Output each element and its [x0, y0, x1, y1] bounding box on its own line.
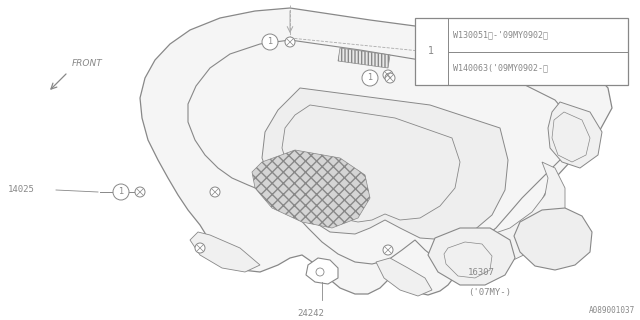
Polygon shape: [376, 258, 432, 296]
Polygon shape: [338, 48, 390, 68]
Circle shape: [383, 245, 393, 255]
Polygon shape: [252, 150, 370, 228]
Circle shape: [135, 187, 145, 197]
Circle shape: [262, 34, 278, 50]
Text: 24242: 24242: [297, 309, 324, 318]
Circle shape: [210, 187, 220, 197]
Polygon shape: [460, 162, 565, 268]
Polygon shape: [262, 88, 508, 240]
Text: W130051（-'09MY0902）: W130051（-'09MY0902）: [453, 30, 548, 39]
Circle shape: [383, 70, 393, 80]
Polygon shape: [428, 228, 515, 285]
Text: 1: 1: [367, 74, 372, 83]
FancyBboxPatch shape: [415, 18, 628, 85]
Polygon shape: [190, 232, 260, 272]
Polygon shape: [514, 208, 592, 270]
Text: 14025: 14025: [8, 186, 35, 195]
Text: A089001037: A089001037: [589, 306, 635, 315]
Text: ('07MY-): ('07MY-): [468, 288, 511, 297]
Circle shape: [362, 70, 378, 86]
Polygon shape: [140, 8, 612, 295]
Circle shape: [385, 73, 395, 83]
Circle shape: [113, 184, 129, 200]
Circle shape: [316, 268, 324, 276]
Text: W140063('09MY0902-）: W140063('09MY0902-）: [453, 64, 548, 73]
Text: 1: 1: [118, 188, 124, 196]
Text: 16307: 16307: [468, 268, 495, 277]
Text: 1: 1: [268, 37, 273, 46]
Text: FRONT: FRONT: [72, 59, 103, 68]
Circle shape: [285, 37, 295, 47]
Circle shape: [195, 243, 205, 253]
Circle shape: [422, 42, 442, 61]
Polygon shape: [548, 102, 602, 168]
Polygon shape: [306, 258, 338, 284]
Text: 1: 1: [428, 46, 435, 57]
